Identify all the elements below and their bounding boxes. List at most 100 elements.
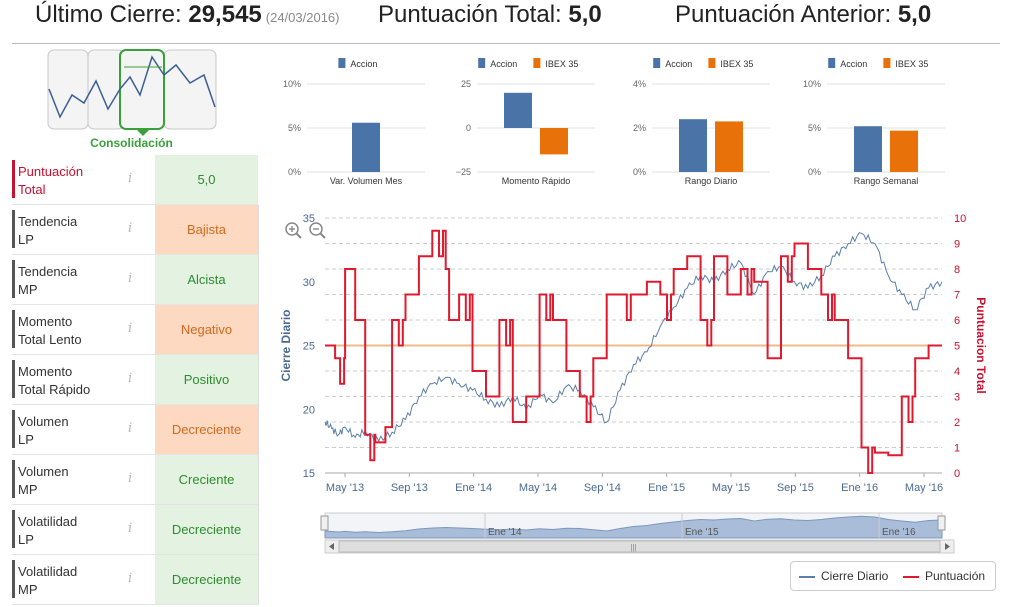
x-tick-label: Sep '13 xyxy=(391,482,428,494)
phase-label: Consolidación xyxy=(90,136,173,150)
y-tick-label: 5% xyxy=(288,123,301,133)
legend-swatch xyxy=(478,58,486,68)
y-axis-title: Cierre Diario xyxy=(279,309,293,381)
x-tick-label: May '14 xyxy=(519,482,557,494)
indicator-label: Volumen MP xyxy=(18,464,69,497)
bar-accion xyxy=(679,119,707,172)
x-axis-label: Rango Semanal xyxy=(854,176,919,186)
indicator-label: Tendencia MP xyxy=(18,264,78,297)
indicator-row: Volumen MP i Creciente xyxy=(12,455,258,505)
y2-tick-label: 6 xyxy=(954,315,960,327)
series-cierre-diario xyxy=(324,232,943,443)
indicator-value: Decreciente xyxy=(155,505,258,554)
zoom-out-icon[interactable] xyxy=(309,222,326,239)
x-axis-label: Momento Rápido xyxy=(502,176,571,186)
y-tick-label: 0% xyxy=(633,167,646,177)
x-tick-label: Ene '16 xyxy=(841,482,878,494)
info-icon[interactable]: i xyxy=(128,271,133,286)
indicator-row: Tendencia MP i Alcista xyxy=(12,255,258,305)
y-tick-label: 10% xyxy=(283,79,301,89)
indicator-row: Momento Total Rápido i Positivo xyxy=(12,355,258,405)
navigator-handle-right[interactable] xyxy=(937,515,946,531)
info-icon[interactable]: i xyxy=(128,321,133,336)
info-icon[interactable]: i xyxy=(128,171,133,186)
zoom-in-icon[interactable] xyxy=(285,222,302,239)
indicator-label: Tendencia LP xyxy=(18,214,78,247)
bar-ibex-35 xyxy=(715,121,743,172)
y-tick-label: 10% xyxy=(803,79,821,89)
y2-tick-label: 1 xyxy=(954,443,960,455)
legend-label: Accion xyxy=(840,59,867,69)
indicator-label: Momento Total Lento xyxy=(18,314,82,347)
legend-item-cierre[interactable]: Cierre Diario xyxy=(799,569,888,583)
y-tick-label: 0% xyxy=(808,167,821,177)
y-tick-label: 2% xyxy=(633,123,646,133)
info-icon[interactable]: i xyxy=(128,521,133,536)
x-axis-label: Rango Diario xyxy=(685,176,738,186)
indicator-row: Volatilidad LP i Decreciente xyxy=(12,505,258,555)
total-score: Puntuación Total: 5,0 xyxy=(378,1,602,28)
y-tick-label: 30 xyxy=(303,277,315,289)
legend-swatch xyxy=(338,58,346,68)
legend-label: Accion xyxy=(665,59,692,69)
y-tick-label: 35 xyxy=(303,213,315,225)
legend-label: Accion xyxy=(490,59,517,69)
row-marker xyxy=(12,360,15,398)
navigator-handle-left[interactable] xyxy=(320,515,329,531)
row-marker xyxy=(12,310,15,348)
indicator-value: Bajista xyxy=(155,205,258,254)
scrollbar-thumb xyxy=(338,540,941,553)
legend-label: Accion xyxy=(350,59,377,69)
row-marker xyxy=(12,560,15,598)
scroll-right-icon[interactable] xyxy=(945,543,950,550)
y2-tick-label: 5 xyxy=(954,341,960,353)
mini-chart-rango-diario: Accion IBEX 35 4% 2% 0% Rango Diario xyxy=(633,58,770,186)
indicator-row: Volumen LP i Decreciente xyxy=(12,405,258,455)
y2-tick-label: 9 xyxy=(954,239,960,251)
row-marker xyxy=(12,510,15,548)
legend-label: IBEX 35 xyxy=(545,59,578,69)
info-icon[interactable]: i xyxy=(128,221,133,236)
x-tick-label: Ene '15 xyxy=(648,482,685,494)
y-tick-label: 25 xyxy=(303,341,315,353)
y-tick-label: 25 xyxy=(461,79,471,89)
info-icon[interactable]: i xyxy=(128,421,133,436)
info-icon[interactable]: i xyxy=(128,471,133,486)
indicator-value: Decreciente xyxy=(155,405,258,454)
y2-tick-label: 3 xyxy=(954,392,960,404)
scroll-left-icon[interactable] xyxy=(329,543,334,550)
legend-item-puntuacion[interactable]: Puntuación xyxy=(903,569,985,583)
indicator-value: Alcista xyxy=(155,255,258,304)
indicator-value: 5,0 xyxy=(155,155,258,204)
y2-tick-label: 0 xyxy=(954,468,960,480)
x-tick-label: May '16 xyxy=(905,482,943,494)
indicator-value: Negativo xyxy=(155,305,258,354)
chart-legend: Cierre Diario Puntuación xyxy=(790,561,996,591)
series-puntuacion xyxy=(325,229,942,474)
navigator-area xyxy=(324,515,943,539)
info-icon[interactable]: i xyxy=(128,571,133,586)
x-axis-label: Var. Volumen Mes xyxy=(330,176,403,186)
previous-score-value: 5,0 xyxy=(897,1,932,28)
scrollbar-grip-icon: ||| xyxy=(630,543,636,552)
y2-tick-label: 7 xyxy=(954,290,960,302)
y2-tick-label: 2 xyxy=(954,417,960,429)
previous-score: Puntuación Anterior: 5,0 xyxy=(675,1,932,28)
indicator-row: Momento Total Lento i Negativo xyxy=(12,305,258,355)
y2-tick-label: 4 xyxy=(954,366,960,378)
last-close-date: (24/03/2016) xyxy=(265,10,340,25)
legend-swatch xyxy=(828,58,836,68)
y-tick-label: 5% xyxy=(808,123,821,133)
indicator-row: Volatilidad MP i Decreciente xyxy=(12,555,258,605)
y-tick-label: 4% xyxy=(633,79,646,89)
y-tick-label: 0 xyxy=(466,123,471,133)
legend-swatch xyxy=(883,58,891,68)
indicator-value: Decreciente xyxy=(155,555,258,604)
info-icon[interactable]: i xyxy=(128,371,133,386)
last-close: Último Cierre: 29,545 (24/03/2016) xyxy=(35,1,340,28)
y-tick-label: −25 xyxy=(456,167,471,177)
indicator-row: Puntuación Total i 5,0 xyxy=(12,155,258,205)
bar-ibex-35 xyxy=(890,130,918,172)
indicator-label: Puntuación Total xyxy=(18,164,84,197)
